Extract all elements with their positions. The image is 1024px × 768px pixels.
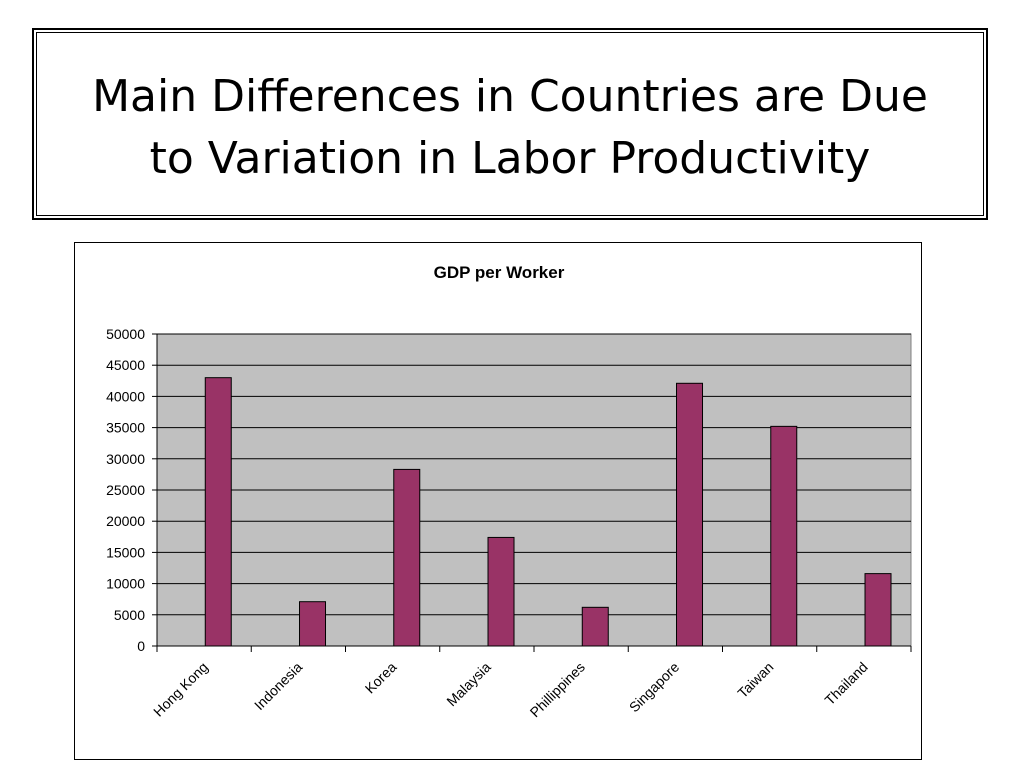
y-tick-label: 45000 — [106, 357, 145, 373]
chart-title: GDP per Worker — [434, 263, 565, 282]
x-tick-label: Taiwan — [734, 659, 776, 701]
y-tick-label: 50000 — [106, 326, 145, 342]
x-tick-label: Korea — [362, 659, 400, 697]
bar-malaysia — [487, 536, 515, 647]
x-tick-labels: Hong Kong Indonesia Korea Malaysia Phillippi… — [150, 659, 871, 721]
x-tick-label: Thailand — [821, 659, 870, 708]
bar-korea — [393, 468, 421, 647]
y-tick-label: 25000 — [106, 482, 145, 498]
y-tick-label: 5000 — [114, 607, 145, 623]
bar-hong-kong — [204, 377, 232, 647]
bar-taiwan — [770, 425, 798, 647]
title-box: Main Differences in Countries are Due to… — [32, 28, 988, 220]
slide-title: Main Differences in Countries are Due to… — [34, 66, 986, 190]
chart-frame: GDP per Worker 0 5000 10000 15000 20000 25000… — [74, 242, 922, 760]
x-tick-label: Indonesia — [251, 659, 305, 713]
x-tick-label: Malaysia — [443, 659, 494, 710]
y-tick-label: 40000 — [106, 388, 145, 404]
y-tick-label: 0 — [137, 638, 145, 654]
slide-title-line-1: Main Differences in Countries are Due — [92, 71, 928, 122]
slide-title-line-2: to Variation in Labor Productivity — [149, 133, 871, 184]
y-tick-label: 15000 — [106, 544, 145, 560]
y-tick-labels: 0 5000 10000 15000 20000 25000 30000 35000 40000… — [106, 326, 145, 654]
axes — [152, 333, 912, 652]
bar-phillippines — [581, 606, 609, 647]
y-tick-label: 30000 — [106, 451, 145, 467]
y-tick-label: 35000 — [106, 420, 145, 436]
x-tick-label: Hong Kong — [150, 659, 211, 720]
bar-singapore — [676, 382, 704, 647]
bar-thailand — [864, 573, 892, 647]
gdp-bar-chart: GDP per Worker 0 5000 10000 15000 20000 25000… — [106, 263, 912, 721]
x-tick-label: Singapore — [626, 659, 683, 716]
x-tick-label: Phillippines — [527, 659, 588, 720]
y-tick-label: 10000 — [106, 576, 145, 592]
bar-indonesia — [299, 601, 327, 647]
y-tick-label: 20000 — [106, 513, 145, 529]
